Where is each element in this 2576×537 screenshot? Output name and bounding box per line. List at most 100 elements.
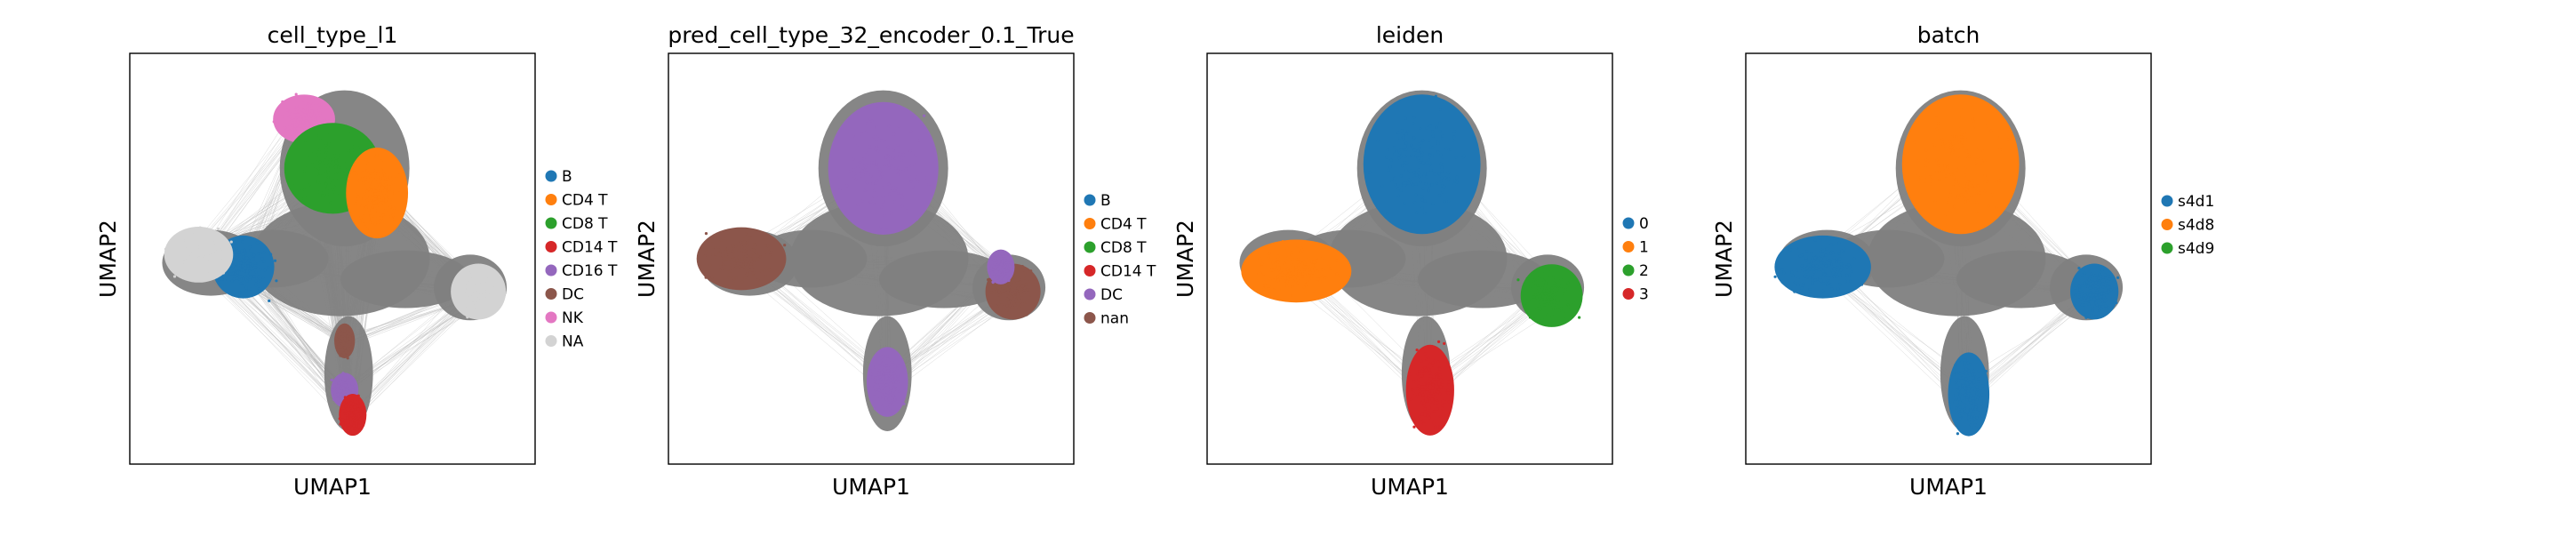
point [348,337,351,340]
point [192,242,195,244]
legend-item: CD4 T [546,192,609,210]
point [358,405,361,408]
point [1995,206,1997,209]
point [1444,389,1446,391]
point [1814,239,1817,242]
point [2074,287,2076,290]
point [1404,156,1406,158]
point [357,395,360,397]
point [337,393,340,396]
point [349,379,352,381]
point [729,263,732,266]
point [873,203,876,205]
point [327,146,330,148]
point [182,250,185,252]
point [1958,397,1961,400]
point [1531,274,1533,277]
point [905,167,908,170]
point [183,265,186,268]
point [1393,146,1396,148]
point [1006,266,1009,268]
point [1012,307,1014,309]
point [1835,257,1837,260]
point [1427,189,1429,192]
point [1430,169,1433,172]
point [1277,260,1280,263]
point [1541,304,1544,307]
point [759,269,762,272]
point [892,184,895,187]
point [323,194,325,196]
point [1958,132,1961,135]
point [882,360,884,363]
point [1792,274,1795,277]
point [885,229,888,232]
point [222,271,225,274]
point [1967,369,1970,372]
point [469,295,472,298]
point [739,266,741,268]
point [880,173,883,176]
legend-item: B [546,168,572,186]
point [482,296,484,299]
legend-label: s4d8 [2178,217,2214,235]
point [1559,277,1562,280]
point [1952,373,1955,376]
point [195,245,197,248]
point [1404,145,1406,148]
point [1806,275,1809,277]
point [743,250,746,252]
point [724,237,727,240]
point [233,256,236,259]
point [332,398,335,401]
point [743,237,746,240]
point [876,107,879,109]
point [346,354,348,357]
point [1925,149,1928,152]
point [1817,259,1820,261]
point [1970,409,1972,412]
point [490,300,492,302]
point [1417,150,1420,153]
legend-item: NA [546,333,584,351]
point [1967,419,1970,421]
point [475,289,477,292]
point [359,146,362,148]
point [1426,127,1428,130]
point [866,180,868,183]
point [1980,387,1982,389]
point [1550,286,1553,289]
point [1442,134,1444,137]
point [1415,212,1418,214]
point [2075,293,2077,296]
point [1425,175,1428,178]
point [1964,185,1966,188]
point [855,172,858,174]
point [1956,389,1959,392]
point [316,172,318,175]
point [196,235,198,237]
point [1341,281,1344,284]
point [1423,382,1426,385]
point [220,278,223,281]
point [997,260,1000,263]
point [189,255,192,258]
point [1964,200,1967,203]
point [753,261,756,264]
point [212,238,214,241]
point [391,181,394,184]
point [275,279,277,282]
point [267,266,269,268]
legend-marker [1084,312,1096,324]
point [256,241,259,244]
point [1968,372,1971,374]
legend-item: s4d9 [2162,240,2215,258]
point [1972,126,1975,129]
point [1419,180,1421,183]
point [238,291,241,293]
point [281,100,284,103]
point [992,281,995,284]
point [865,164,868,166]
point [1976,386,1979,389]
point [892,361,894,364]
